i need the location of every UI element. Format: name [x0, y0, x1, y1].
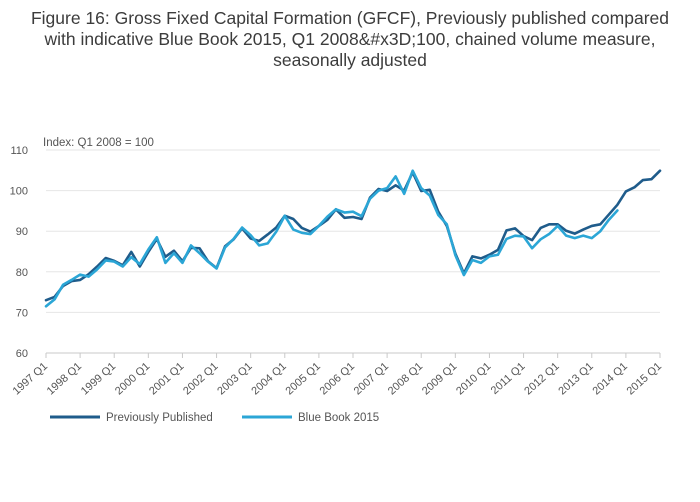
x-tick-label-10: 2007 Q1: [352, 360, 391, 397]
x-tick-label-4: 2001 Q1: [147, 360, 186, 397]
y-axis-title: Index: Q1 2008 = 100: [43, 137, 154, 149]
x-tick-label-7: 2004 Q1: [249, 360, 288, 397]
y-tick-label-60: 60: [16, 348, 28, 360]
legend-label-1: Blue Book 2015: [298, 412, 379, 424]
x-tick-label-18: 2015 Q1: [625, 360, 664, 397]
y-tick-label-110: 110: [10, 145, 28, 157]
x-tick-label-0: 1997 Q1: [11, 360, 50, 397]
y-tick-label-100: 100: [10, 186, 28, 198]
x-tick-label-8: 2005 Q1: [284, 360, 323, 397]
y-tick-label-70: 70: [16, 307, 28, 319]
x-tick-label-6: 2003 Q1: [215, 360, 254, 397]
x-tick-label-2: 1999 Q1: [79, 360, 118, 397]
x-tick-label-9: 2006 Q1: [318, 360, 357, 397]
x-tick-label-16: 2013 Q1: [556, 360, 595, 397]
x-tick-label-12: 2009 Q1: [420, 360, 459, 397]
legend-label-0: Previously Published: [106, 412, 213, 424]
x-tick-label-1: 1998 Q1: [45, 360, 84, 397]
x-tick-label-15: 2012 Q1: [522, 360, 561, 397]
y-tick-label-90: 90: [16, 226, 28, 238]
x-tick-label-11: 2008 Q1: [386, 360, 425, 397]
series-line-1: [44, 169, 619, 308]
x-tick-label-17: 2014 Q1: [591, 360, 630, 397]
chart-title: Figure 16: Gross Fixed Capital Formation…: [30, 8, 669, 70]
x-tick-label-3: 2000 Q1: [113, 360, 152, 397]
x-tick-label-14: 2011 Q1: [489, 360, 528, 397]
y-tick-label-80: 80: [16, 267, 28, 279]
x-tick-label-5: 2002 Q1: [181, 360, 220, 397]
x-tick-label-13: 2010 Q1: [454, 360, 493, 397]
